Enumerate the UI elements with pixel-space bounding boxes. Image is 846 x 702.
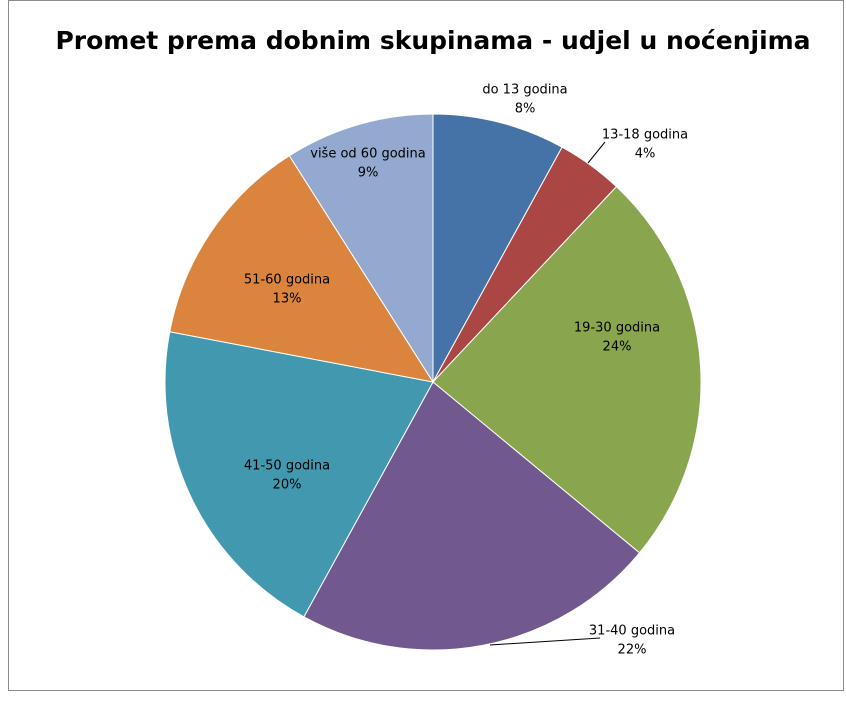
value-label: 22% [618,643,647,658]
slice-label: 13-18 godina [602,128,688,143]
value-label: 8% [515,102,536,117]
value-label: 9% [358,166,379,181]
value-label: 20% [273,478,302,493]
slice-label: do 13 godina [482,83,567,98]
slice-label: više od 60 godina [310,147,426,162]
pie-slice [432,113,563,383]
slice-label: 19-30 godina [574,321,660,336]
value-label: 4% [635,147,656,162]
value-label: 24% [603,340,632,355]
pie-slice [432,185,702,554]
slice-label: 31-40 godina [589,624,675,639]
pie-slice [288,113,434,384]
chart-title: Promet prema dobnim skupinama - udjel u … [55,26,810,55]
leader-line [587,141,606,164]
leader-line [489,637,601,646]
pie-slice [164,331,434,618]
pie-slice [303,381,641,651]
value-label: 13% [273,292,302,307]
slice-label: 51-60 godina [244,273,330,288]
slice-label: 41-50 godina [244,459,330,474]
pie-slice [169,155,435,383]
